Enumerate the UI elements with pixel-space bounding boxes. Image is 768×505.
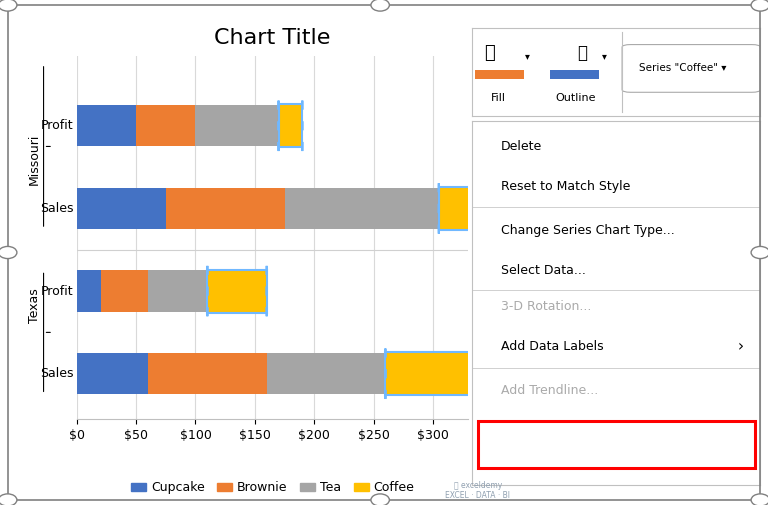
Text: Profit: Profit xyxy=(41,284,73,297)
Bar xyxy=(279,105,303,146)
Text: 3-D Rotation...: 3-D Rotation... xyxy=(501,300,591,313)
Text: Add Trendline...: Add Trendline... xyxy=(501,384,598,397)
Text: Sales: Sales xyxy=(40,367,73,380)
FancyBboxPatch shape xyxy=(469,29,545,111)
Text: Sales: Sales xyxy=(40,202,73,215)
Title: Chart Title: Chart Title xyxy=(214,28,331,48)
Text: Missouri: Missouri xyxy=(28,133,41,185)
Text: Add Data Labels: Add Data Labels xyxy=(501,340,604,353)
Text: Fill: Fill xyxy=(491,93,506,104)
Bar xyxy=(77,188,166,229)
Text: 🖍: 🖍 xyxy=(484,440,491,450)
Bar xyxy=(266,353,386,394)
Bar xyxy=(77,353,148,394)
Text: ▾: ▾ xyxy=(525,51,529,61)
Text: 🖊: 🖊 xyxy=(577,43,587,62)
Text: Change Series Chart Type...: Change Series Chart Type... xyxy=(501,224,675,237)
Bar xyxy=(77,270,101,312)
Text: ▾: ▾ xyxy=(602,51,607,61)
Text: Delete: Delete xyxy=(501,140,542,153)
Text: ›: › xyxy=(737,339,743,354)
Text: Select Data...: Select Data... xyxy=(501,264,586,277)
Bar xyxy=(148,270,207,312)
Text: Format Data Series...: Format Data Series... xyxy=(501,438,634,451)
FancyBboxPatch shape xyxy=(478,421,754,469)
Bar xyxy=(166,188,284,229)
Legend: Cupcake, Brownie, Tea, Coffee: Cupcake, Brownie, Tea, Coffee xyxy=(126,476,419,499)
Bar xyxy=(136,105,196,146)
FancyBboxPatch shape xyxy=(622,44,760,92)
Bar xyxy=(386,353,504,394)
Bar xyxy=(439,187,534,230)
Bar xyxy=(279,105,303,147)
Text: 🔷 exceldemy
EXCEL · DATA · BI: 🔷 exceldemy EXCEL · DATA · BI xyxy=(445,481,511,500)
Text: Outline: Outline xyxy=(556,93,596,104)
Bar xyxy=(386,352,504,395)
Bar xyxy=(207,270,266,313)
Bar xyxy=(196,105,279,146)
Text: Texas: Texas xyxy=(28,288,41,323)
Text: Series "Coffee" ▾: Series "Coffee" ▾ xyxy=(639,63,727,73)
Text: Reset to Match Style: Reset to Match Style xyxy=(501,180,631,193)
Bar xyxy=(77,105,136,146)
Text: 🪣: 🪣 xyxy=(485,43,495,62)
Bar xyxy=(475,70,524,79)
Text: Profit: Profit xyxy=(41,119,73,132)
Bar xyxy=(439,188,534,229)
Bar xyxy=(284,188,439,229)
Bar xyxy=(101,270,148,312)
Bar xyxy=(550,70,599,79)
Bar xyxy=(207,270,266,312)
Bar xyxy=(148,353,266,394)
